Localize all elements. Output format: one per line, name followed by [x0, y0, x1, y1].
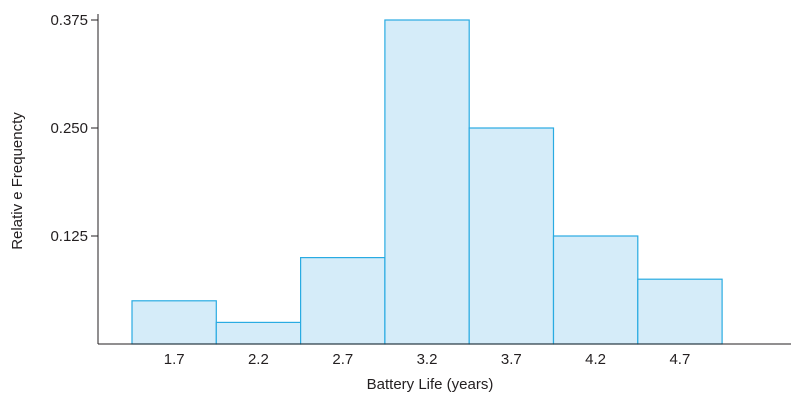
x-tick-label: 3.2: [417, 351, 438, 368]
y-axis-title: Relativ e Frequencty: [9, 112, 26, 250]
bar-1.7: [131, 300, 217, 345]
x-tick-label: 1.7: [164, 351, 185, 368]
y-ticks-group: 0.125 0.250 0.375: [50, 12, 98, 245]
bar-2.7: [300, 257, 386, 345]
x-ticks-group: 1.7 2.2 2.7 3.2 3.7 4.2 4.7: [164, 351, 691, 368]
bar-3.2: [384, 19, 470, 345]
bars-group: [131, 19, 723, 345]
y-tick-label: 0.250: [50, 120, 88, 137]
bar-3.7: [468, 127, 555, 345]
y-tick-label: 0.375: [50, 12, 88, 29]
x-tick-label: 2.7: [332, 351, 353, 368]
x-tick-label: 2.2: [248, 351, 269, 368]
x-tick-label: 4.2: [585, 351, 606, 368]
bar-4.2: [552, 235, 639, 345]
x-axis-title: Battery Life (years): [367, 376, 494, 393]
x-tick-label: 4.7: [669, 351, 690, 368]
bar-2.2: [215, 321, 302, 345]
y-tick-label: 0.125: [50, 228, 88, 245]
x-tick-label: 3.7: [501, 351, 522, 368]
bar-4.7: [637, 278, 723, 345]
